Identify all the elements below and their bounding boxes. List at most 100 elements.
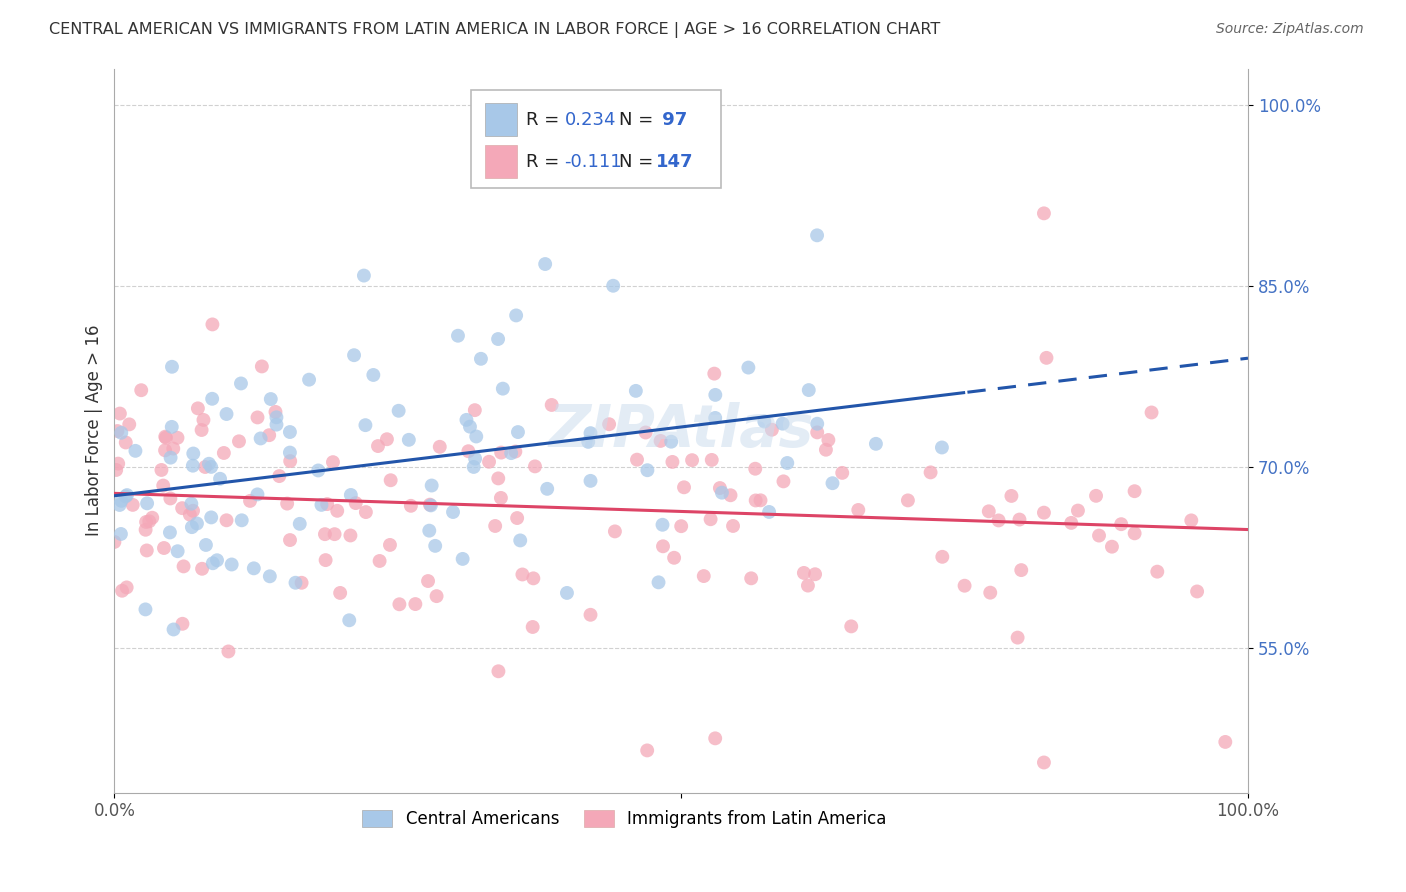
Point [190,423,212,437]
Point [636,463,658,477]
Point [160,359,183,374]
Point [659,434,682,449]
Point [673,480,696,494]
Point [700,453,723,467]
Point [681,453,703,467]
Point [626,452,648,467]
Point [603,524,626,539]
Point [1032,206,1054,220]
Point [1109,517,1132,532]
Text: ZIPAtlas: ZIPAtlas [548,402,814,459]
Point [772,475,794,489]
Point [761,423,783,437]
Point [115,581,138,595]
Point [662,550,685,565]
Text: 147: 147 [657,153,693,170]
Point [425,539,447,553]
Point [152,478,174,492]
Bar [485,145,517,178]
Point [186,516,208,531]
Point [509,533,531,548]
Point [250,359,273,374]
Point [278,454,301,468]
Point [159,491,181,506]
Point [806,228,828,243]
Point [135,523,157,537]
Point [456,413,478,427]
Point [536,482,558,496]
Point [198,457,221,471]
Point [121,498,143,512]
Point [710,485,733,500]
Point [839,619,862,633]
Point [172,616,194,631]
Legend: Central Americans, Immigrants from Latin America: Central Americans, Immigrants from Latin… [356,804,893,835]
Point [492,382,515,396]
Point [806,417,828,431]
Point [426,589,449,603]
Point [979,585,1001,599]
Point [212,446,235,460]
Point [209,472,232,486]
Point [831,466,853,480]
Point [181,504,204,518]
Point [506,425,529,439]
Point [181,458,204,473]
Point [129,383,152,397]
Point [173,559,195,574]
Text: R =: R = [526,111,565,128]
Point [136,496,159,510]
FancyBboxPatch shape [471,90,721,188]
Point [931,441,953,455]
Point [298,373,321,387]
Point [159,450,181,465]
Text: CENTRAL AMERICAN VS IMMIGRANTS FROM LATIN AMERICA IN LABOR FORCE | AGE > 16 CORR: CENTRAL AMERICAN VS IMMIGRANTS FROM LATI… [49,22,941,38]
Point [1088,528,1111,542]
Point [720,488,742,502]
Point [337,613,360,627]
Point [179,508,201,522]
Point [486,471,509,485]
Point [624,384,647,398]
Point [114,435,136,450]
Point [579,474,602,488]
Point [486,665,509,679]
Point [215,407,238,421]
Point [399,499,422,513]
Point [307,463,329,477]
Point [704,388,727,402]
Point [368,554,391,568]
Point [506,511,529,525]
Point [817,433,839,447]
Point [187,401,209,416]
Point [797,578,820,592]
Point [478,455,501,469]
Point [278,533,301,547]
Point [314,527,336,541]
Point [704,411,727,425]
Point [793,566,815,580]
Text: R =: R = [526,153,565,170]
Point [155,431,177,445]
Point [114,490,136,504]
Text: N =: N = [619,153,659,170]
Point [363,368,385,382]
Point [375,432,398,446]
Point [311,498,333,512]
Point [758,505,780,519]
Point [343,348,366,362]
Point [737,360,759,375]
Point [846,503,869,517]
Point [215,513,238,527]
Point [243,561,266,575]
Point [457,444,479,458]
Point [388,597,411,611]
Point [749,493,772,508]
Point [344,496,367,510]
Point [288,516,311,531]
Point [920,466,942,480]
Point [464,403,486,417]
Point [709,481,731,495]
Point [1085,489,1108,503]
Point [1008,512,1031,526]
